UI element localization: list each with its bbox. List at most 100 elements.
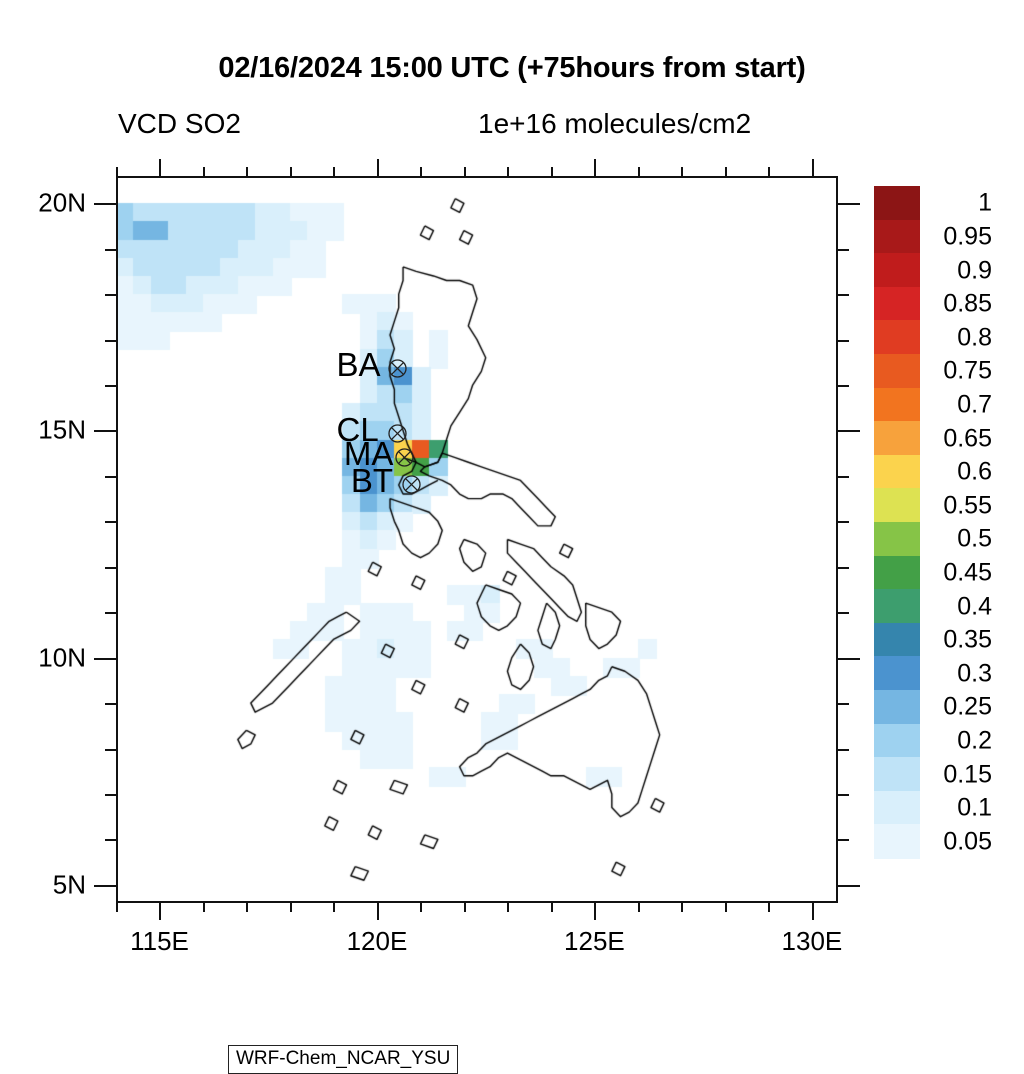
colorbar-label-0p5: 0.5 — [957, 524, 992, 553]
y-tick-right-10 — [838, 657, 860, 660]
station-marker-ma — [394, 447, 415, 468]
colorbar-band-7 — [874, 421, 920, 456]
figure-title: 02/16/2024 15:00 UTC (+75hours from star… — [218, 52, 806, 84]
station-label-ba: BA — [336, 345, 381, 383]
x-tick-122 — [463, 903, 466, 912]
y-tick-18 — [105, 294, 116, 297]
x-tick-top-118 — [289, 167, 292, 176]
y-tick-right-18 — [838, 294, 849, 297]
y-axis-label-15: 15N — [38, 414, 86, 445]
y-tick-right-16 — [838, 385, 849, 387]
y-tick-right-9 — [838, 703, 849, 706]
x-tick-top-124 — [550, 167, 553, 176]
colorbar-band-8 — [874, 454, 920, 489]
variable-label: VCD SO2 — [118, 108, 241, 139]
y-tick-12 — [105, 566, 116, 569]
colorbar-label-0p55: 0.55 — [943, 491, 992, 520]
colorbar-band-18 — [874, 790, 920, 825]
x-tick-130 — [811, 903, 814, 920]
colorbar-band-16 — [874, 723, 920, 758]
station-label-bt: BT — [350, 462, 394, 500]
y-axis-label-10: 10N — [38, 642, 86, 673]
y-tick-15 — [94, 430, 116, 433]
x-tick-top-120 — [376, 159, 379, 176]
y-tick-right-6 — [838, 839, 849, 842]
x-tick-top-125 — [594, 159, 597, 176]
x-tick-top-117 — [246, 167, 249, 176]
colorbar-band-12 — [874, 589, 920, 624]
colorbar-band-11 — [874, 555, 920, 590]
y-tick-13 — [105, 521, 116, 524]
colorbar-label-0p65: 0.65 — [943, 424, 992, 453]
colorbar-label-1: 1 — [978, 188, 992, 217]
units-label: 1e+16 molecules/cm2 — [478, 108, 752, 139]
y-tick-17 — [105, 339, 116, 342]
y-tick-20 — [94, 203, 116, 206]
colorbar-label-0p45: 0.45 — [943, 558, 992, 587]
colorbar-band-13 — [874, 622, 920, 657]
station-label-cl: CL — [336, 410, 379, 448]
colorbar-band-17 — [874, 757, 920, 792]
colorbar-band-6 — [874, 387, 920, 422]
y-tick-14 — [105, 475, 116, 478]
colorbar-label-0p95: 0.95 — [943, 222, 992, 251]
x-tick-118 — [289, 903, 292, 912]
y-tick-right-20 — [838, 203, 860, 206]
y-tick-right-12 — [838, 566, 849, 569]
colorbar-band-19 — [874, 824, 920, 859]
colorbar-band-1 — [874, 219, 920, 254]
y-axis-label-5: 5N — [52, 869, 86, 900]
x-tick-126 — [637, 903, 640, 912]
y-tick-right-19 — [838, 248, 849, 251]
x-tick-127 — [681, 903, 684, 912]
y-tick-right-13 — [838, 521, 849, 524]
x-tick-top-130 — [811, 159, 814, 176]
x-axis-label-130: 130E — [781, 926, 843, 956]
y-tick-16 — [105, 385, 116, 387]
colorbar-label-0p75: 0.75 — [943, 356, 992, 385]
colorbar-label-0p25: 0.25 — [943, 692, 992, 721]
colorbar-label-0p3: 0.3 — [957, 659, 992, 688]
station-marker-ba — [387, 358, 408, 379]
x-tick-top-129 — [768, 167, 771, 176]
y-tick-9 — [105, 703, 116, 706]
so2-map-figure: 02/16/2024 15:00 UTC (+75hours from star… — [38, 52, 992, 1074]
x-tick-top-119 — [333, 167, 336, 176]
y-tick-6 — [105, 839, 116, 842]
colorbar-label-0p4: 0.4 — [957, 592, 992, 621]
x-tick-121 — [420, 903, 423, 912]
x-tick-115 — [159, 903, 162, 920]
y-tick-5 — [94, 884, 116, 887]
map-canvas[interactable] — [116, 176, 838, 903]
x-axis-label-125: 125E — [564, 926, 625, 956]
x-tick-123 — [507, 903, 510, 912]
x-tick-top-121 — [420, 167, 423, 176]
x-tick-128 — [724, 903, 727, 912]
x-tick-top-126 — [637, 167, 640, 176]
colorbar-band-2 — [874, 253, 920, 288]
station-label-ma: MA — [343, 434, 394, 472]
colorbar-band-4 — [874, 320, 920, 355]
x-tick-top-127 — [681, 167, 684, 176]
colorbar-label-0p2: 0.2 — [957, 726, 992, 755]
x-tick-114 — [116, 903, 118, 912]
y-tick-right-11 — [838, 612, 849, 615]
colorbar-label-0p1: 0.1 — [957, 793, 992, 822]
x-tick-top-114 — [116, 167, 118, 176]
colorbar[interactable] — [874, 186, 920, 859]
colorbar-band-10 — [874, 522, 920, 557]
station-marker-cl — [387, 423, 408, 444]
x-tick-top-123 — [507, 167, 510, 176]
y-tick-10 — [94, 657, 116, 660]
y-tick-right-17 — [838, 339, 849, 342]
colorbar-label-0p8: 0.8 — [957, 323, 992, 352]
x-tick-129 — [768, 903, 771, 912]
x-axis-label-120: 120E — [346, 926, 408, 956]
y-axis-label-20: 20N — [38, 187, 86, 218]
x-tick-124 — [550, 903, 553, 912]
colorbar-label-0p15: 0.15 — [943, 760, 992, 789]
map-plot-area[interactable]: BA CL MA BT WRF-Chem_NCAR_YSU — [116, 176, 838, 1074]
x-tick-117 — [246, 903, 249, 912]
colorbar-band-5 — [874, 354, 920, 389]
x-tick-119 — [333, 903, 336, 912]
